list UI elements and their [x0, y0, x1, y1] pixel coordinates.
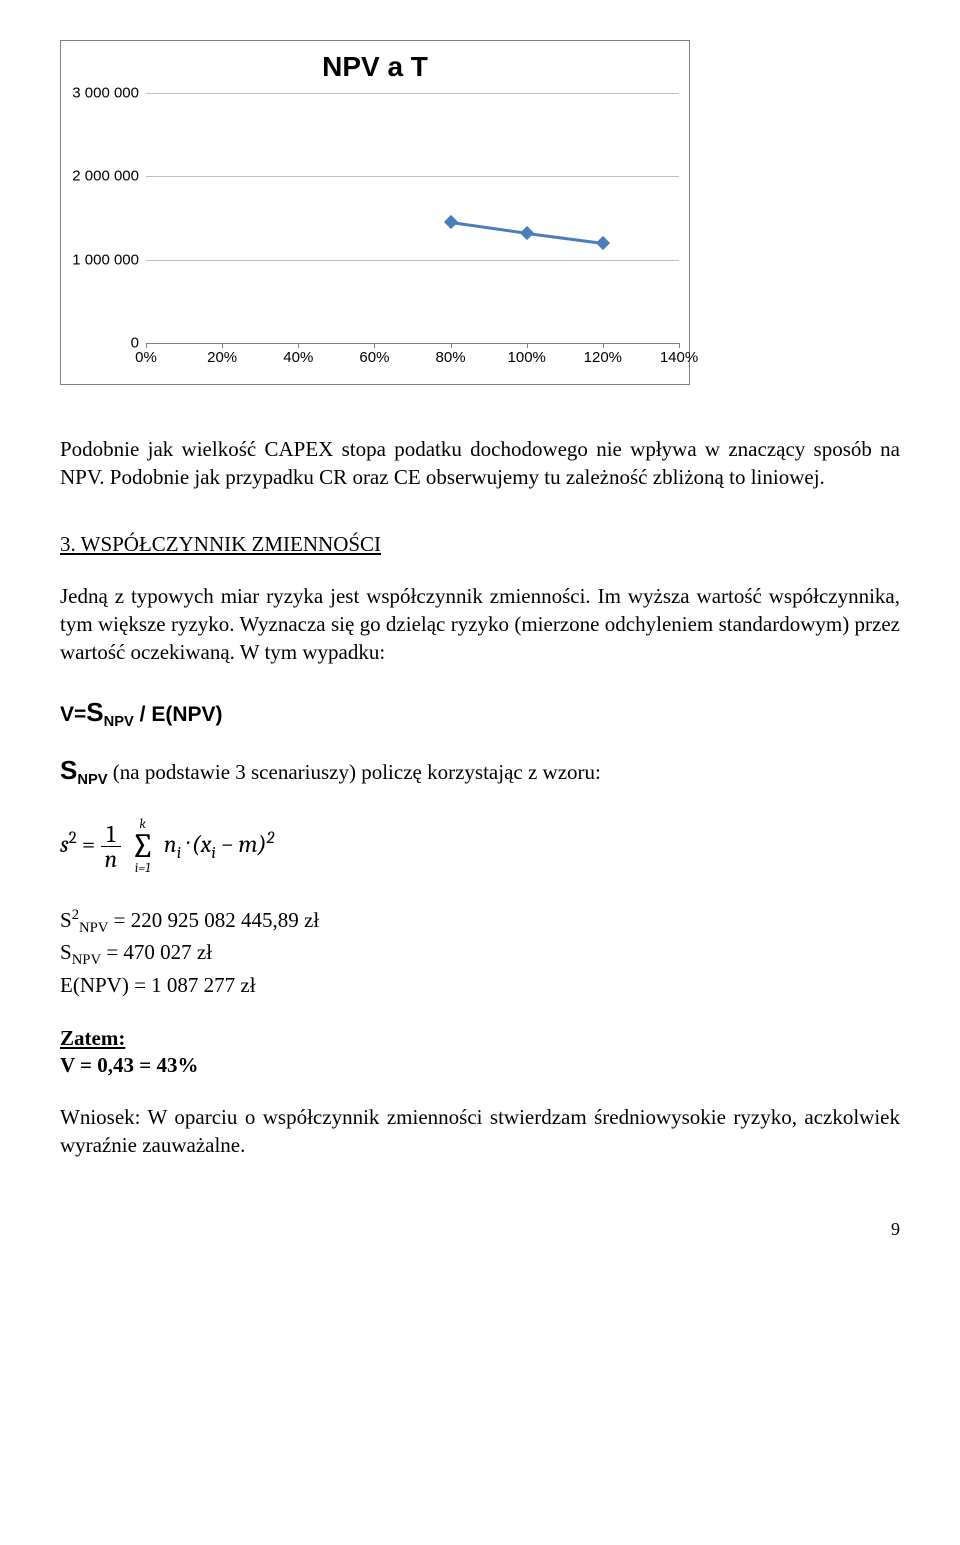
x-tick-label: 60%	[359, 349, 389, 366]
chart-line-segment	[527, 232, 604, 245]
zatem-label-text: Zatem:	[60, 1026, 125, 1050]
var-eq: =	[77, 830, 101, 858]
calc2-S: S	[60, 940, 72, 964]
x-tick-label: 120%	[584, 349, 622, 366]
calc-line-2: SNPV = 470 027 zł	[60, 938, 900, 971]
chart-marker	[443, 215, 457, 229]
var-sigma: k∑i=1	[131, 818, 155, 875]
zatem-value: V = 0,43 = 43%	[60, 1053, 900, 1078]
wniosek: Wniosek: W oparciu o współczynnik zmienn…	[60, 1103, 900, 1160]
formula-variance: s2 = 1n k∑i=1 ni · (xi − m)2	[60, 818, 900, 875]
y-tick-label: 1 000 000	[69, 251, 139, 268]
calc1-S: S	[60, 908, 72, 932]
section-title: WSPÓŁCZYNNIK ZMIENNOŚCI	[81, 532, 381, 556]
grid-line	[146, 176, 679, 177]
var-sup: 2	[69, 829, 77, 848]
calc1-sub: NPV	[79, 920, 108, 936]
x-tick-mark	[679, 343, 680, 348]
grid-line	[146, 343, 679, 344]
y-tick-label: 0	[69, 335, 139, 352]
calc2-val: = 470 027 zł	[101, 940, 212, 964]
var-frac: 1n	[101, 822, 122, 871]
calc1-sup: 2	[72, 907, 79, 923]
x-tick-label: 40%	[283, 349, 313, 366]
x-tick-label: 100%	[508, 349, 546, 366]
zatem-label: Zatem:	[60, 1026, 900, 1051]
page-number: 9	[60, 1219, 900, 1240]
x-tick-label: 20%	[207, 349, 237, 366]
paragraph-2: Jedną z typowych miar ryzyka jest współc…	[60, 582, 900, 667]
formula-snpv-rest: (na podstawie 3 scenariuszy) policzę kor…	[108, 760, 601, 784]
chart-marker	[596, 236, 610, 250]
var-frac-den: n	[101, 846, 122, 871]
chart-line-segment	[450, 221, 527, 235]
calc-line-1: S2NPV = 220 925 082 445,89 zł	[60, 905, 900, 939]
section-heading: 3. WSPÓŁCZYNNIK ZMIENNOŚCI	[60, 532, 900, 557]
sigma-icon: ∑	[131, 831, 155, 862]
paragraph-1: Podobnie jak wielkość CAPEX stopa podatk…	[60, 435, 900, 492]
var-term: ni · (xi − m)2	[164, 830, 274, 858]
chart-marker	[520, 226, 534, 240]
plot-area: 01 000 0002 000 0003 000 000	[146, 93, 679, 343]
y-tick-label: 3 000 000	[69, 85, 139, 102]
chart-title: NPV a T	[71, 51, 679, 83]
calc1-val: = 220 925 082 445,89 zł	[108, 908, 319, 932]
calculations: S2NPV = 220 925 082 445,89 zł SNPV = 470…	[60, 905, 900, 1001]
chart-container: NPV a T 01 000 0002 000 0003 000 000 0%2…	[60, 40, 690, 385]
formula-v-pre: V=	[60, 703, 86, 726]
x-tick-label: 80%	[436, 349, 466, 366]
formula-snpv-S: S	[60, 755, 77, 785]
section-number: 3.	[60, 532, 76, 556]
x-tick-label: 140%	[660, 349, 698, 366]
calc2-sub: NPV	[72, 953, 101, 969]
x-tick-label: 0%	[135, 349, 157, 366]
formula-v-sub: NPV	[104, 714, 134, 730]
formula-snpv-sub: NPV	[77, 772, 107, 788]
y-tick-label: 2 000 000	[69, 168, 139, 185]
formula-v-S: S	[86, 697, 103, 727]
x-axis: 0%20%40%60%80%100%120%140%	[146, 347, 679, 369]
calc-line-3: E(NPV) = 1 087 277 zł	[60, 971, 900, 1000]
var-lhs: s	[60, 830, 69, 858]
grid-line	[146, 260, 679, 261]
formula-v: V=SNPV / E(NPV)	[60, 697, 900, 730]
var-frac-num: 1	[101, 822, 122, 846]
grid-line	[146, 93, 679, 94]
formula-v-mid: / E(NPV)	[134, 703, 223, 726]
formula-snpv-desc: SNPV (na podstawie 3 scenariuszy) policz…	[60, 755, 900, 788]
